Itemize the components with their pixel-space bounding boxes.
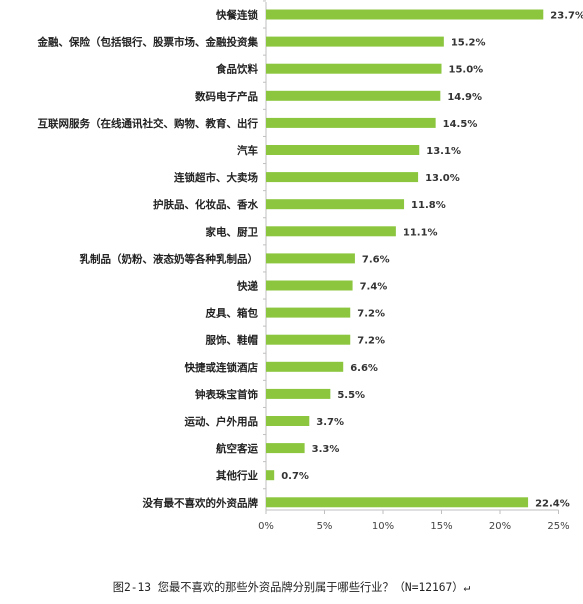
- data-label: 3.7%: [316, 417, 344, 428]
- category-label: 护肤品、化妆品、香水: [153, 198, 258, 211]
- category-label: 航空客运: [216, 442, 258, 455]
- data-label: 13.0%: [425, 173, 460, 184]
- data-label: 23.7%: [550, 11, 583, 22]
- category-label: 乳制品（奶粉、液态奶等各种乳制品）: [80, 252, 259, 265]
- data-label: 7.4%: [360, 282, 388, 293]
- data-label: 11.1%: [403, 227, 438, 238]
- x-tick-label: 5%: [317, 521, 333, 532]
- category-label: 金融、保险（包括银行、股票市场、金融投资集: [37, 36, 259, 49]
- bar: [266, 36, 444, 47]
- bar: [266, 253, 355, 264]
- bar: [266, 145, 420, 155]
- category-label: 食品饮料: [215, 63, 258, 76]
- bar: [266, 497, 529, 508]
- bar: [266, 172, 419, 183]
- x-tick-label: 15%: [430, 521, 452, 532]
- data-label: 15.2%: [451, 38, 486, 49]
- data-label: 11.8%: [411, 200, 446, 211]
- category-label: 钟表珠宝首饰: [195, 388, 258, 401]
- category-label: 数码电子产品: [194, 90, 258, 103]
- data-label: 3.3%: [312, 444, 340, 455]
- bar: [266, 416, 310, 426]
- data-label: 0.7%: [281, 471, 309, 482]
- data-label: 14.9%: [447, 92, 482, 103]
- bar: [266, 9, 544, 20]
- category-label: 快递: [236, 280, 258, 293]
- bar: [266, 443, 305, 454]
- data-label: 13.1%: [426, 146, 461, 157]
- category-label: 运动、户外用品: [185, 415, 259, 428]
- bar: [266, 90, 441, 101]
- bar: [266, 226, 396, 237]
- category-label: 快捷或连锁酒店: [184, 361, 259, 374]
- bar: [266, 470, 275, 481]
- category-label: 家电、厨卫: [206, 225, 259, 238]
- category-label: 服饰、鞋帽: [206, 334, 259, 347]
- bar: [266, 388, 331, 399]
- bar: [266, 361, 344, 372]
- bar: [266, 117, 436, 128]
- data-label: 15.0%: [449, 65, 484, 76]
- data-label: 7.2%: [357, 309, 385, 320]
- bar: [266, 63, 442, 74]
- category-label: 没有最不喜欢的外资品牌: [143, 496, 259, 509]
- data-label: 7.2%: [357, 336, 385, 347]
- category-label: 互联网服务（在线通讯社交、购物、教育、出行: [38, 117, 259, 130]
- category-label: 汽车: [237, 144, 258, 157]
- x-tick-label: 0%: [258, 521, 274, 532]
- category-label: 连锁超市、大卖场: [174, 171, 258, 184]
- bar: [266, 280, 353, 291]
- x-tick-label: 25%: [547, 521, 569, 532]
- bar: [266, 334, 351, 345]
- data-label: 6.6%: [350, 363, 378, 374]
- data-label: 5.5%: [337, 390, 365, 401]
- bar: [266, 199, 405, 210]
- x-tick-label: 10%: [372, 521, 394, 532]
- category-label: 其他行业: [216, 469, 258, 482]
- figure-caption: 图2-13 您最不喜欢的那些外资品牌分别属于哪些行业？（N=12167）↵: [112, 581, 471, 594]
- bar-chart: 0% 5% 10% 15% 20% 25% 快餐连锁 23.7% 金融、保险（包括银行、股票市场…: [37, 0, 583, 532]
- data-label: 22.4%: [535, 498, 570, 509]
- category-label: 快餐连锁: [215, 9, 258, 22]
- data-label: 14.5%: [443, 119, 478, 130]
- bar: [266, 307, 351, 318]
- data-label: 7.6%: [362, 254, 390, 265]
- category-label: 皮具、箱包: [205, 307, 259, 320]
- x-tick-label: 20%: [489, 521, 511, 532]
